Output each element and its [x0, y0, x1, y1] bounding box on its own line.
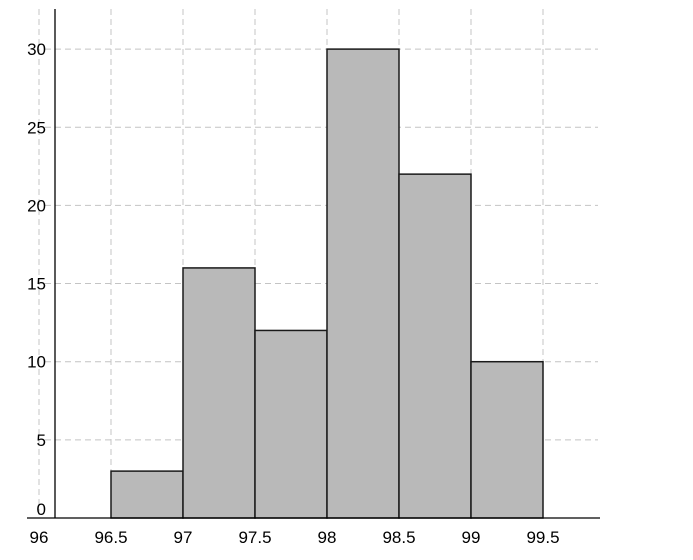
x-tick-label: 99.5	[526, 528, 559, 547]
y-tick-label: 10	[27, 353, 46, 372]
histogram-bar	[326, 48, 400, 519]
histogram-bar	[182, 267, 256, 519]
x-tick-label: 98.5	[382, 528, 415, 547]
y-tick-label: 0	[37, 500, 46, 519]
histogram-bar	[254, 329, 328, 519]
y-tick-label: 30	[27, 40, 46, 59]
x-tick-label: 99	[462, 528, 481, 547]
y-tick-label: 20	[27, 196, 46, 215]
x-tick-label: 97.5	[238, 528, 271, 547]
x-tick-labels: 96 96.5 97 97.5 98 98.5 99 99.5	[30, 528, 560, 547]
x-tick-label: 96.5	[94, 528, 127, 547]
x-tick-label: 96	[30, 528, 49, 547]
y-tick-labels: 0 5 10 15 20 25 30	[27, 40, 46, 519]
histogram-bar	[110, 470, 184, 519]
bars	[110, 48, 544, 519]
x-tick-label: 97	[174, 528, 193, 547]
y-tick-label: 25	[27, 118, 46, 137]
x-tick-label: 98	[318, 528, 337, 547]
y-tick-label: 5	[37, 431, 46, 450]
histogram-bar	[398, 173, 472, 519]
y-tick-label: 15	[27, 275, 46, 294]
histogram-bar	[470, 360, 544, 519]
